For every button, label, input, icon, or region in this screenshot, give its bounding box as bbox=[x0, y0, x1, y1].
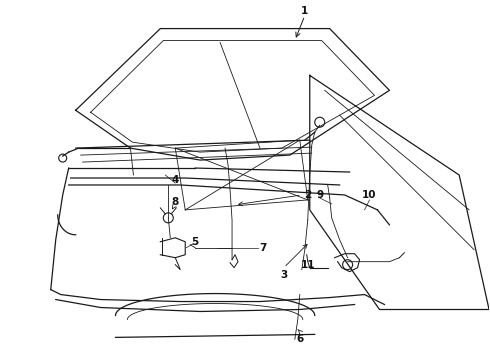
Text: 10: 10 bbox=[362, 190, 377, 200]
Text: 1: 1 bbox=[301, 6, 308, 15]
Text: 2: 2 bbox=[304, 190, 311, 200]
Text: 11: 11 bbox=[300, 260, 315, 270]
Text: 3: 3 bbox=[280, 270, 288, 280]
Text: 7: 7 bbox=[259, 243, 267, 253]
Text: 4: 4 bbox=[172, 175, 179, 185]
Text: 9: 9 bbox=[316, 190, 323, 200]
Text: 5: 5 bbox=[192, 237, 199, 247]
Text: 6: 6 bbox=[296, 334, 303, 345]
Text: 8: 8 bbox=[172, 197, 179, 207]
